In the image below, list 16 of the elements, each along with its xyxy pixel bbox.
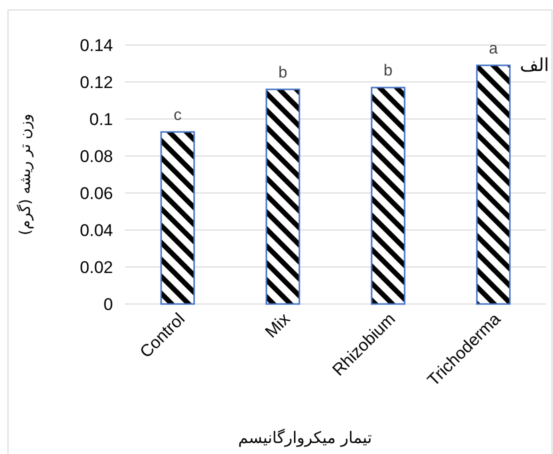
x-axis-title: تیمار میکروارگانیسم [238, 428, 372, 447]
annotation: a [488, 40, 498, 58]
y-tick-label: 0.1 [89, 110, 113, 129]
y-tick-label: 0.02 [80, 258, 113, 277]
annotation: c [174, 106, 182, 124]
y-tick-label: 0 [104, 295, 113, 314]
x-tick-label: Mix [262, 309, 294, 342]
y-axis-title: وزن تر ریشه (گرم) [16, 114, 34, 236]
y-tick-label: 0.08 [80, 147, 113, 166]
y-tick-label: 0.12 [80, 73, 113, 92]
annotation: b [278, 64, 288, 82]
y-tick-label: 0.04 [80, 221, 113, 240]
y-tick-label: 0.14 [80, 36, 113, 55]
annotation: b [384, 62, 393, 80]
annotation: الف [520, 55, 549, 76]
y-tick-label: 0.06 [80, 184, 113, 203]
